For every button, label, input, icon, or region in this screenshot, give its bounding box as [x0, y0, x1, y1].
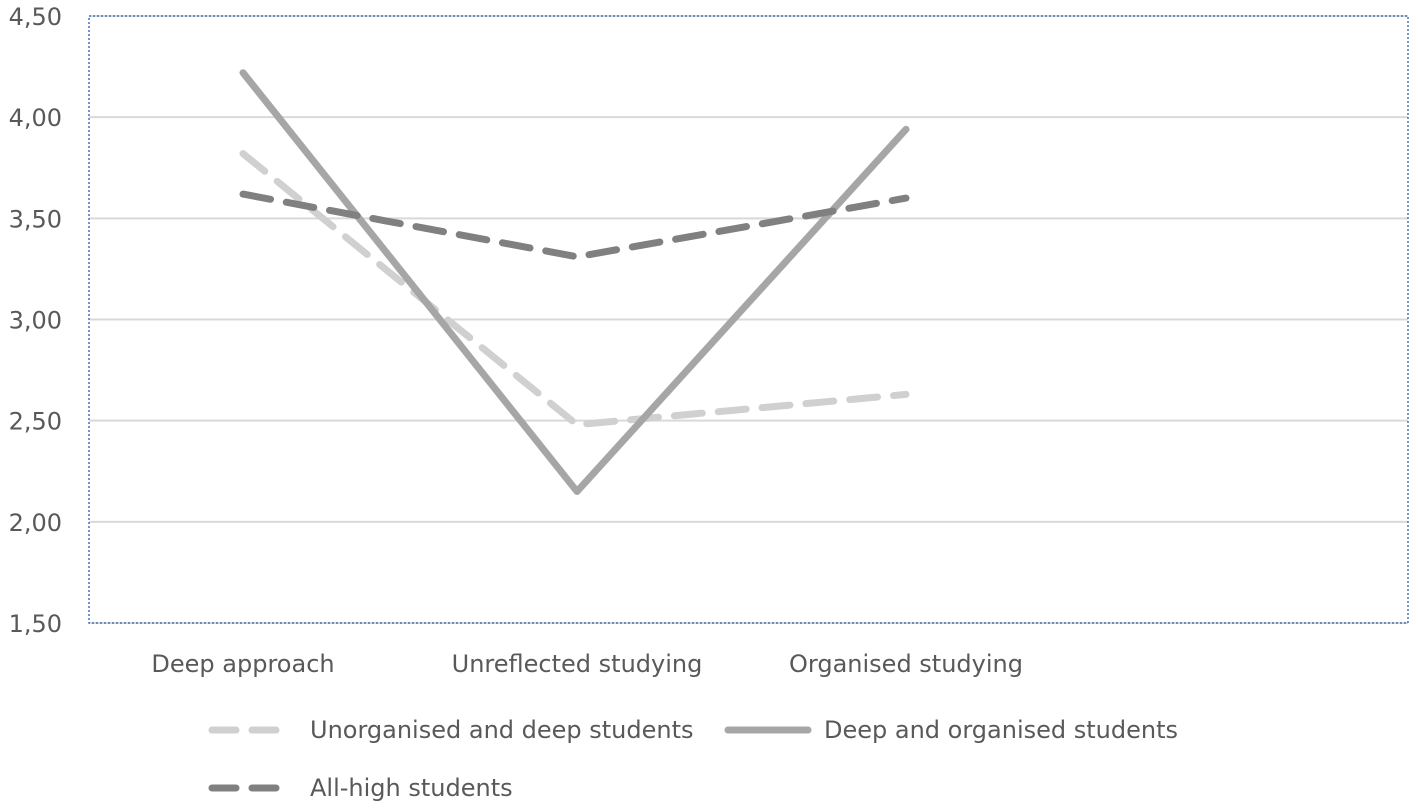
y-tick-label: 3,50 — [9, 205, 62, 233]
x-category-label: Deep approach — [151, 650, 334, 678]
y-tick-label: 4,00 — [9, 104, 62, 132]
y-axis-tick-labels: 1,50 2,00 2,50 3,00 3,50 4,00 4,50 — [9, 3, 62, 638]
y-tick-label: 2,50 — [9, 408, 62, 436]
gridlines — [89, 15, 1408, 624]
x-category-label: Unreflected studying — [452, 650, 703, 678]
series-line-2 — [239, 69, 910, 495]
legend-label-3: All-high students — [310, 774, 513, 802]
y-tick-label: 4,50 — [9, 3, 62, 31]
series-line-3 — [239, 190, 910, 261]
x-axis-category-labels: Deep approach Unreflected studying Organis… — [151, 650, 1023, 678]
y-tick-label: 1,50 — [9, 610, 62, 638]
legend: Unorganised and deep students Deep and or… — [208, 716, 1178, 802]
legend-label-2: Deep and organised students — [824, 716, 1178, 744]
series-lines — [239, 69, 910, 495]
plot-area-border — [88, 15, 1409, 624]
y-tick-label: 2,00 — [9, 509, 62, 537]
y-tick-label: 3,00 — [9, 307, 62, 335]
x-category-label: Organised studying — [789, 650, 1023, 678]
legend-label-1: Unorganised and deep students — [310, 716, 694, 744]
series-line-1 — [239, 150, 910, 429]
